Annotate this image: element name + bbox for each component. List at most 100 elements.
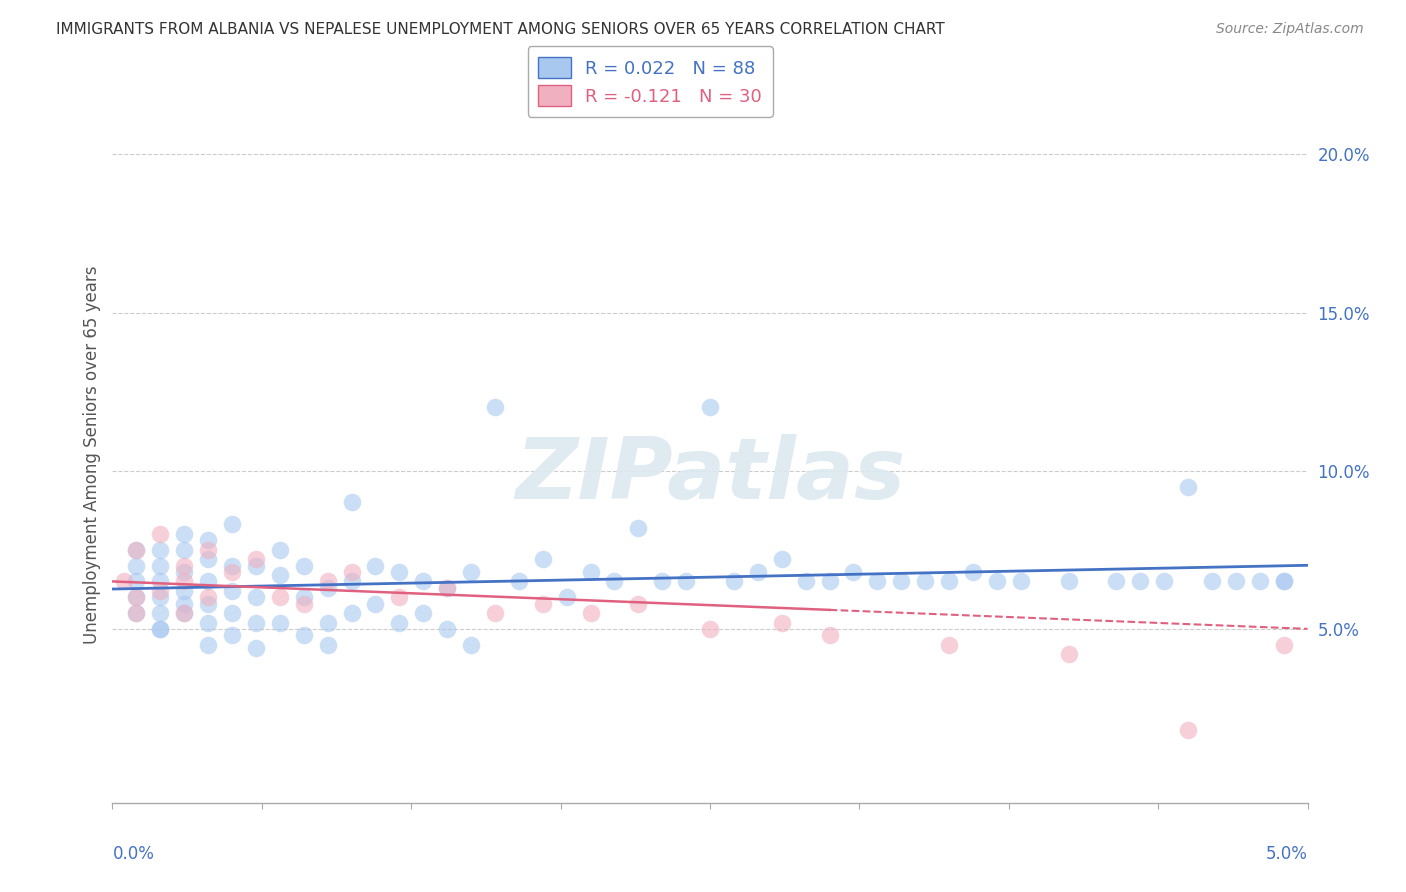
Point	[436, 581, 458, 595]
Point	[1177, 723, 1199, 737]
Point	[125, 542, 148, 557]
Point	[125, 574, 148, 589]
Point	[221, 628, 243, 642]
Point	[723, 574, 745, 589]
Point	[866, 574, 889, 589]
Point	[221, 558, 243, 573]
Text: Source: ZipAtlas.com: Source: ZipAtlas.com	[1216, 22, 1364, 37]
Point	[1177, 479, 1199, 493]
Point	[699, 622, 721, 636]
Point	[292, 628, 315, 642]
Point	[149, 622, 172, 636]
Point	[364, 558, 387, 573]
Point	[340, 574, 363, 589]
Point	[699, 401, 721, 415]
Point	[1057, 647, 1080, 661]
Point	[1272, 638, 1295, 652]
Point	[125, 591, 148, 605]
Point	[125, 542, 148, 557]
Point	[962, 565, 984, 579]
Point	[1225, 574, 1247, 589]
Point	[938, 574, 960, 589]
Point	[508, 574, 530, 589]
Point	[173, 583, 195, 598]
Point	[890, 574, 912, 589]
Text: 5.0%: 5.0%	[1265, 845, 1308, 863]
Point	[531, 597, 554, 611]
Point	[197, 533, 219, 548]
Point	[1129, 574, 1152, 589]
Point	[1272, 574, 1295, 589]
Point	[197, 597, 219, 611]
Point	[627, 597, 650, 611]
Point	[627, 521, 650, 535]
Point	[460, 565, 482, 579]
Point	[770, 552, 793, 566]
Point	[412, 606, 434, 620]
Point	[484, 606, 506, 620]
Point	[436, 581, 458, 595]
Point	[292, 558, 315, 573]
Y-axis label: Unemployment Among Seniors over 65 years: Unemployment Among Seniors over 65 years	[83, 266, 101, 644]
Point	[149, 583, 172, 598]
Point	[842, 565, 865, 579]
Point	[221, 565, 243, 579]
Point	[245, 640, 267, 655]
Point	[245, 615, 267, 630]
Point	[149, 527, 172, 541]
Point	[245, 558, 267, 573]
Point	[1201, 574, 1223, 589]
Point	[651, 574, 673, 589]
Point	[340, 606, 363, 620]
Point	[292, 591, 315, 605]
Point	[460, 638, 482, 652]
Point	[269, 615, 291, 630]
Point	[149, 558, 172, 573]
Point	[125, 591, 148, 605]
Point	[316, 638, 339, 652]
Point	[197, 615, 219, 630]
Point	[1272, 574, 1295, 589]
Point	[149, 606, 172, 620]
Point	[340, 565, 363, 579]
Legend: R = 0.022   N = 88, R = -0.121   N = 30: R = 0.022 N = 88, R = -0.121 N = 30	[527, 46, 773, 117]
Point	[197, 552, 219, 566]
Point	[388, 615, 411, 630]
Point	[747, 565, 769, 579]
Point	[221, 606, 243, 620]
Point	[388, 565, 411, 579]
Point	[579, 565, 602, 579]
Point	[173, 606, 195, 620]
Point	[125, 558, 148, 573]
Point	[1249, 574, 1271, 589]
Point	[149, 542, 172, 557]
Point	[938, 638, 960, 652]
Point	[675, 574, 697, 589]
Point	[986, 574, 1008, 589]
Point	[770, 615, 793, 630]
Point	[221, 583, 243, 598]
Point	[173, 597, 195, 611]
Point	[316, 615, 339, 630]
Point	[245, 591, 267, 605]
Point	[114, 574, 135, 589]
Text: 0.0%: 0.0%	[112, 845, 155, 863]
Point	[1057, 574, 1080, 589]
Point	[245, 552, 267, 566]
Point	[173, 542, 195, 557]
Point	[173, 527, 195, 541]
Point	[221, 517, 243, 532]
Point	[125, 606, 148, 620]
Point	[603, 574, 626, 589]
Point	[579, 606, 602, 620]
Point	[173, 558, 195, 573]
Point	[1010, 574, 1032, 589]
Point	[292, 597, 315, 611]
Point	[531, 552, 554, 566]
Point	[269, 591, 291, 605]
Point	[125, 606, 148, 620]
Point	[269, 542, 291, 557]
Point	[914, 574, 936, 589]
Point	[197, 542, 219, 557]
Point	[340, 495, 363, 509]
